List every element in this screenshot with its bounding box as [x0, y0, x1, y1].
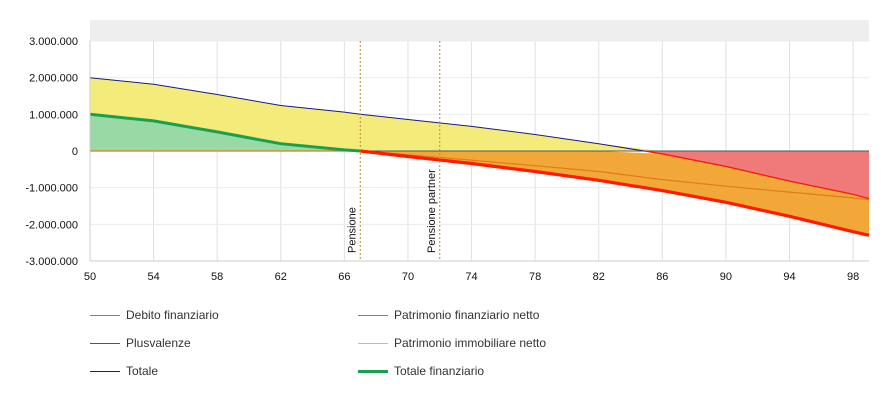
- series-line-plusvalenze: [644, 150, 870, 200]
- legend-swatch: [358, 314, 388, 316]
- legend-item-patrimonio-immobiliare-netto[interactable]: Patrimonio immobiliare netto: [358, 336, 546, 350]
- y-tick-label: -1.000.000: [25, 183, 78, 195]
- x-tick-label: 86: [656, 271, 668, 283]
- y-tick-label: -2.000.000: [25, 219, 78, 231]
- series-line-debito-finanziario: [90, 150, 870, 201]
- series-line-totale-finanziario-negative: [360, 149, 870, 237]
- y-tick-label: 1.000.000: [29, 109, 78, 121]
- legend-swatch: [90, 342, 120, 344]
- y-tick-label: 3.000.000: [29, 36, 78, 48]
- x-tick-label: 58: [211, 271, 223, 283]
- x-tick-label: 66: [338, 271, 350, 283]
- legend-label: Patrimonio finanziario netto: [394, 308, 540, 322]
- legend-label: Patrimonio immobiliare netto: [394, 336, 547, 350]
- legend-item-plusvalenze[interactable]: Plusvalenze: [90, 336, 191, 350]
- annotation-label: Pensione: [346, 207, 358, 253]
- x-tick-label: 74: [465, 271, 477, 283]
- x-tick-label: 98: [847, 271, 859, 283]
- area-patrimonio-immobiliare-netto: [90, 77, 869, 151]
- x-tick-label: 82: [593, 271, 605, 283]
- x-tick-label: 62: [275, 271, 287, 283]
- y-tick-label: -3.000.000: [25, 256, 78, 268]
- legend-swatch: [358, 342, 388, 344]
- x-tick-label: 78: [529, 271, 541, 283]
- x-tick-label: 54: [147, 271, 159, 283]
- series-line-totale-finanziario: [89, 112, 361, 153]
- legend-label: Plusvalenze: [126, 336, 191, 350]
- area-patrimonio-finanziario-netto: [90, 114, 869, 151]
- legend-item-totale-finanziario[interactable]: Totale finanziario: [358, 364, 484, 378]
- legend-label: Debito finanziario: [126, 308, 219, 322]
- area-debito-finanziario: [90, 151, 869, 236]
- chart-top-band: [90, 20, 869, 41]
- legend-swatch: [358, 369, 388, 373]
- legend-swatch: [90, 370, 120, 372]
- y-tick-label: 0: [72, 146, 78, 158]
- legend-item-debito-finanziario[interactable]: Debito finanziario: [90, 308, 219, 322]
- legend-item-patrimonio-finanziario-netto[interactable]: Patrimonio finanziario netto: [358, 308, 539, 322]
- legend-swatch: [90, 314, 120, 316]
- x-tick-label: 94: [783, 271, 795, 283]
- legend-item-totale[interactable]: Totale: [90, 364, 158, 378]
- area-plusvalenze: [644, 151, 869, 199]
- x-tick-label: 90: [720, 271, 732, 283]
- legend-label: Totale: [126, 364, 159, 378]
- legend-label: Totale finanziario: [394, 364, 485, 378]
- y-tick-label: 2.000.000: [29, 73, 78, 85]
- x-tick-label: 70: [402, 271, 414, 283]
- x-tick-label: 50: [84, 271, 96, 283]
- annotation-label: Pensione partner: [426, 169, 438, 253]
